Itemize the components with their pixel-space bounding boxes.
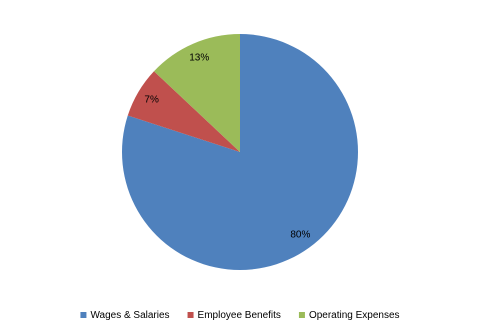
data-label: 80% [290, 230, 310, 241]
legend-label: Employee Benefits [198, 310, 281, 321]
legend-label: Wages & Salaries [90, 310, 169, 321]
legend-label: Operating Expenses [309, 310, 400, 321]
legend-marker [298, 312, 305, 318]
data-label: 7% [144, 94, 159, 105]
legend-marker [80, 312, 87, 318]
pie-slice [127, 71, 240, 152]
data-label: 13% [189, 52, 209, 63]
legend-marker [187, 312, 194, 318]
pie-slice [153, 34, 240, 152]
